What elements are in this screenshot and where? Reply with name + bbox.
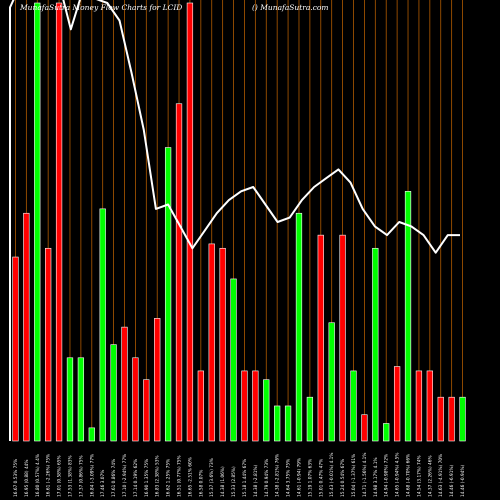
bars	[12, 2, 466, 442]
bar-up	[306, 396, 314, 442]
x-tick-label: 14.61 (-0.94) 79%	[297, 458, 303, 497]
bar-up	[263, 379, 270, 442]
x-tick-label: 14.46 (-0.94%)	[460, 464, 466, 497]
x-tick-label: 17.37 (0.86%) 75%	[78, 455, 84, 497]
bar-down	[121, 326, 128, 442]
bar-down	[393, 366, 401, 442]
x-tick-label: 16.84 (-3.09%) 77%	[89, 454, 95, 497]
bar-down	[219, 247, 226, 442]
x-tick-label: 16.65 -2.51% 60%	[187, 457, 193, 497]
bar-down	[132, 357, 139, 442]
bar-down	[12, 256, 19, 442]
x-tick-label: 14.46 (-6.91%)	[449, 464, 455, 497]
x-tick-label: 15.43 (-0.01%) 4.1%	[329, 452, 335, 497]
bar-down	[197, 370, 204, 442]
site-label: () MunafaSutra.com	[252, 3, 329, 12]
x-tick-label: 16.83 (2.38%) 53%	[155, 455, 161, 497]
price-line-group	[9, 0, 460, 441]
bar-down	[415, 370, 423, 442]
bar-up	[34, 2, 41, 442]
x-tick-labels: 16.67 0.53% 75% 16.95 (0.88) 44% 16.80 (0.…	[13, 452, 466, 497]
x-tick-label: 14.98 3.17% 4.1%	[373, 457, 379, 497]
bar-down	[426, 370, 433, 442]
x-tick-label: 15.01 0.47% 47%	[318, 459, 324, 497]
bar-up	[295, 212, 303, 442]
bar-down	[154, 318, 161, 442]
bar-up	[66, 357, 74, 442]
bar-up	[459, 396, 466, 442]
x-tick-label: 14.64 3.75% 75%	[286, 459, 292, 497]
x-tick-label: 15.18 1.44% 67%	[242, 459, 248, 497]
bar-down	[186, 2, 194, 442]
bar-up	[350, 370, 357, 442]
bar-up	[88, 427, 95, 442]
x-tick-label: 15.37 (3.6%) 73%	[209, 458, 215, 497]
x-tick-label: 15.04 (-1.37%) 61%	[351, 454, 357, 497]
bar-down	[143, 379, 150, 442]
x-tick-label: 17.14 0.19% 62%	[133, 459, 139, 497]
bar-down	[45, 247, 52, 442]
bar-down	[437, 396, 444, 442]
x-tick-label: 16.90 1.35% 75%	[144, 459, 150, 497]
x-tick-label: 16.61 (-2.26%) 75%	[46, 454, 52, 497]
bar-up	[328, 322, 335, 442]
x-tick-label: 14.65 (-0.94%) 4.5%	[395, 452, 401, 497]
bar-down	[252, 370, 259, 442]
x-tick-label: 16.51 (0.77%) 75%	[177, 455, 183, 497]
bar-down	[208, 243, 215, 442]
x-tick-label: 16.62 1.25% 75%	[166, 459, 172, 497]
bar-up	[110, 344, 117, 442]
x-tick-label: 16.80 (0.57%) 4.4%	[35, 454, 41, 497]
bar-down	[317, 234, 324, 442]
bar-down	[175, 103, 183, 442]
x-tick-label: 15.24 0.54% 67%	[340, 459, 346, 497]
x-tick-label: 15.33 (2.85%)	[231, 466, 237, 497]
price-line	[9, 0, 460, 441]
bar-down	[23, 212, 30, 442]
x-tick-label: 14.37 (2.26%) 46%	[427, 455, 433, 497]
x-tick-label: 14.63 (-4.91%) 70%	[438, 454, 444, 497]
bar-up	[372, 247, 379, 442]
chart-title: MunafaSutra Money Flow Charts for LCID	[19, 3, 182, 12]
bar-up	[383, 423, 390, 442]
bar-up	[404, 191, 412, 442]
x-tick-label: 17.10 (-2.94%) 77%	[122, 454, 128, 497]
bar-down	[339, 234, 346, 442]
x-tick-label: 17.61 0.86% 74%	[111, 459, 117, 497]
x-tick-label: 15.19 1.07% 63%	[307, 459, 313, 497]
x-tick-label: 17.53 (1.38%) 83%	[68, 455, 74, 497]
bar-down	[448, 396, 455, 442]
bar-down	[361, 414, 368, 442]
bar-up	[77, 357, 85, 442]
x-tick-label: 16.58 0.07%	[198, 470, 204, 497]
bar-down	[241, 370, 248, 442]
bar-up	[274, 405, 281, 442]
x-tick-label: 14.71 (-1.56%) 4.1%	[362, 452, 368, 497]
x-tick-label: 16.95 (0.88) 44%	[24, 459, 30, 497]
x-tick-label: 14.38 (-2.81%) 76%	[275, 454, 281, 497]
bar-up	[99, 208, 106, 442]
bar-up	[164, 147, 172, 442]
x-tick-label: 14.79 0.94% 73%	[264, 459, 270, 497]
x-tick-label: 14.68 (-0.70%) 66%	[406, 454, 412, 497]
bar-down	[55, 2, 63, 442]
x-tick-label: 16.67 0.53% 75%	[13, 459, 19, 497]
bar-up	[284, 405, 292, 442]
x-tick-label: 14.38 (1.06%)	[220, 466, 226, 497]
x-tick-label: 14.94 (-0.98%) 72%	[384, 454, 390, 497]
x-tick-label: 14.54 (3.17%) 74%	[416, 455, 422, 497]
x-tick-label: 17.46 3.07%	[100, 470, 106, 497]
bar-up	[230, 278, 237, 442]
x-tick-label: 17.01 (0.58%) 65%	[57, 455, 63, 497]
x-tick-label: 14.38 (-2.81%)	[253, 464, 259, 497]
